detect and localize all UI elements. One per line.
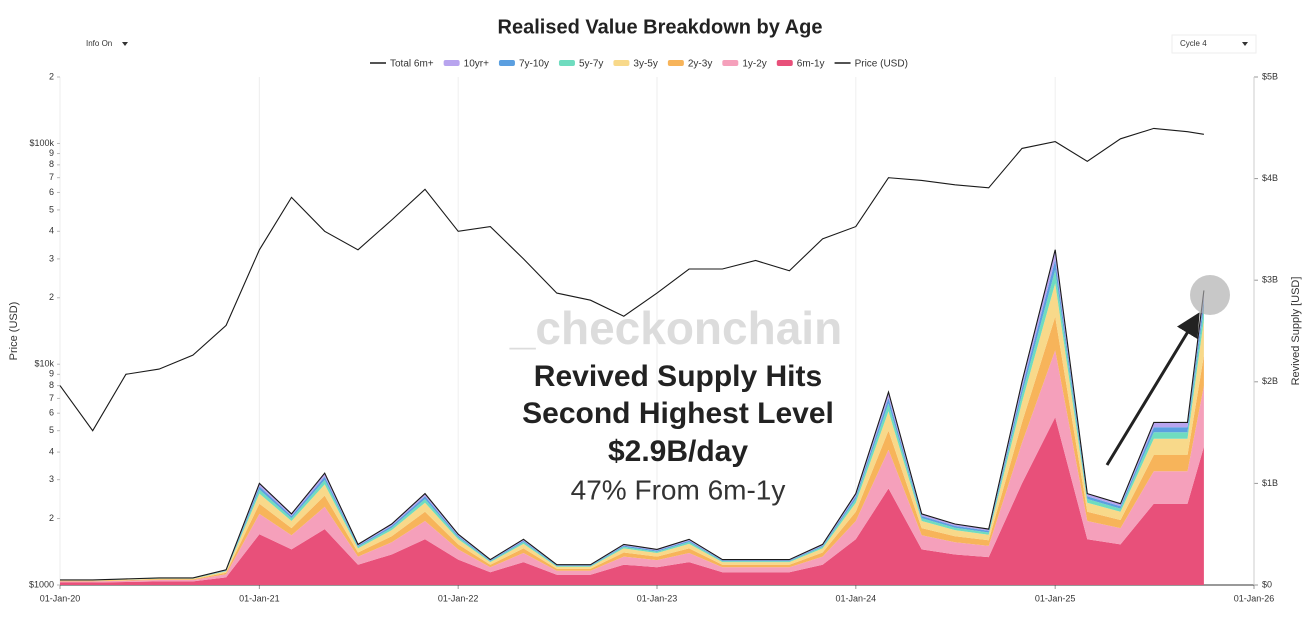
legend-swatch — [443, 60, 460, 66]
info-toggle[interactable]: Info On — [86, 39, 128, 48]
legend-label: 2y-3y — [688, 59, 712, 70]
x-tick-label: 01-Jan-24 — [836, 593, 877, 603]
x-tick-label: 01-Jan-22 — [438, 593, 479, 603]
annotation: $2.9B/day — [608, 435, 748, 468]
y-tick-label: 3 — [49, 474, 54, 484]
y2-tick-label: $5B — [1262, 71, 1278, 81]
x-tick-label: 01-Jan-21 — [239, 593, 280, 603]
highlight-circle — [1190, 275, 1230, 315]
watermark: _checkonchain — [509, 302, 842, 354]
y-tick-label: 6 — [49, 408, 54, 418]
legend-label: 3y-5y — [633, 59, 657, 70]
y-tick-label: 3 — [49, 253, 54, 263]
y2-tick-label: $4B — [1262, 173, 1278, 183]
legend-swatch — [558, 60, 575, 66]
legend: Total 6m+ 10yr+ 7y-10y 5y-7y 3y-5y 2y-3y 1y-2y… — [370, 59, 908, 70]
legend-label: 7y-10y — [519, 59, 549, 70]
y-tick-label: 6 — [49, 187, 54, 197]
legend-swatch — [498, 60, 515, 66]
y2-tick-label: $0 — [1262, 579, 1272, 589]
y-tick-label: $100k — [29, 138, 54, 148]
cycle-select[interactable]: Cycle 4 — [1171, 34, 1257, 54]
y-tick-label: 7 — [49, 172, 54, 182]
y-tick-label: 2 — [49, 292, 54, 302]
x-tick-label: 01-Jan-23 — [637, 593, 678, 603]
legend-label: Total 6m+ — [390, 59, 434, 70]
y-tick-label: 8 — [49, 380, 54, 390]
legend-swatch — [667, 60, 684, 66]
select-box[interactable] — [1171, 34, 1257, 54]
y-tick-label: 2 — [49, 71, 54, 81]
y-tick-label: 5 — [49, 425, 54, 435]
arrow — [1105, 312, 1200, 466]
y-tick-label: 5 — [49, 204, 54, 214]
legend-swatch — [722, 60, 739, 66]
y2-axis-title: Revived Supply [USD] — [1290, 277, 1302, 386]
y2-tick-label: $3B — [1262, 275, 1278, 285]
annotation: Revived Supply Hits — [534, 360, 822, 393]
y-tick-label: $1000 — [29, 579, 54, 589]
line-series — [60, 249, 1205, 581]
annotation: 47% From 6m-1y — [571, 474, 786, 505]
y-tick-label: 8 — [49, 159, 54, 169]
line-series — [59, 127, 1204, 432]
legend-label: Price (USD) — [855, 59, 908, 70]
y-tick-label: 9 — [49, 369, 54, 379]
y-tick-label: 9 — [49, 148, 54, 158]
x-tick-label: 01-Jan-25 — [1035, 593, 1076, 603]
legend-label: 6m-1y — [797, 59, 825, 70]
y-tick-label: 4 — [49, 226, 54, 236]
dropdown-icon — [1242, 42, 1248, 46]
plot-area: 01-Jan-20 01-Jan-21 01-Jan-22 01-Jan-23 01-J… — [29, 71, 1278, 603]
legend-swatch — [776, 60, 793, 66]
cycle-select-label[interactable]: Cycle 4 — [1180, 39, 1207, 48]
y-tick-label: $10k — [34, 359, 54, 369]
y2-tick-label: $1B — [1262, 478, 1278, 488]
legend-label: 10yr+ — [464, 59, 489, 70]
legend-label: 1y-2y — [742, 59, 766, 70]
x-tick-label: 01-Jan-26 — [1234, 593, 1275, 603]
y2-tick-label: $2B — [1262, 376, 1278, 386]
area-series — [60, 417, 1204, 585]
legend-swatch — [613, 60, 630, 66]
chart-title: Realised Value Breakdown by Age — [498, 16, 823, 38]
legend-label: 5y-7y — [579, 59, 603, 70]
y-tick-label: 2 — [49, 513, 54, 523]
y-tick-label: 7 — [49, 393, 54, 403]
annotation: Second Highest Level — [522, 397, 834, 430]
y-axis-title: Price (USD) — [8, 302, 20, 361]
x-tick-label: 01-Jan-20 — [40, 593, 81, 603]
dropdown-icon — [122, 42, 128, 46]
y-tick-label: 4 — [49, 446, 54, 456]
info-toggle-label[interactable]: Info On — [86, 39, 112, 48]
